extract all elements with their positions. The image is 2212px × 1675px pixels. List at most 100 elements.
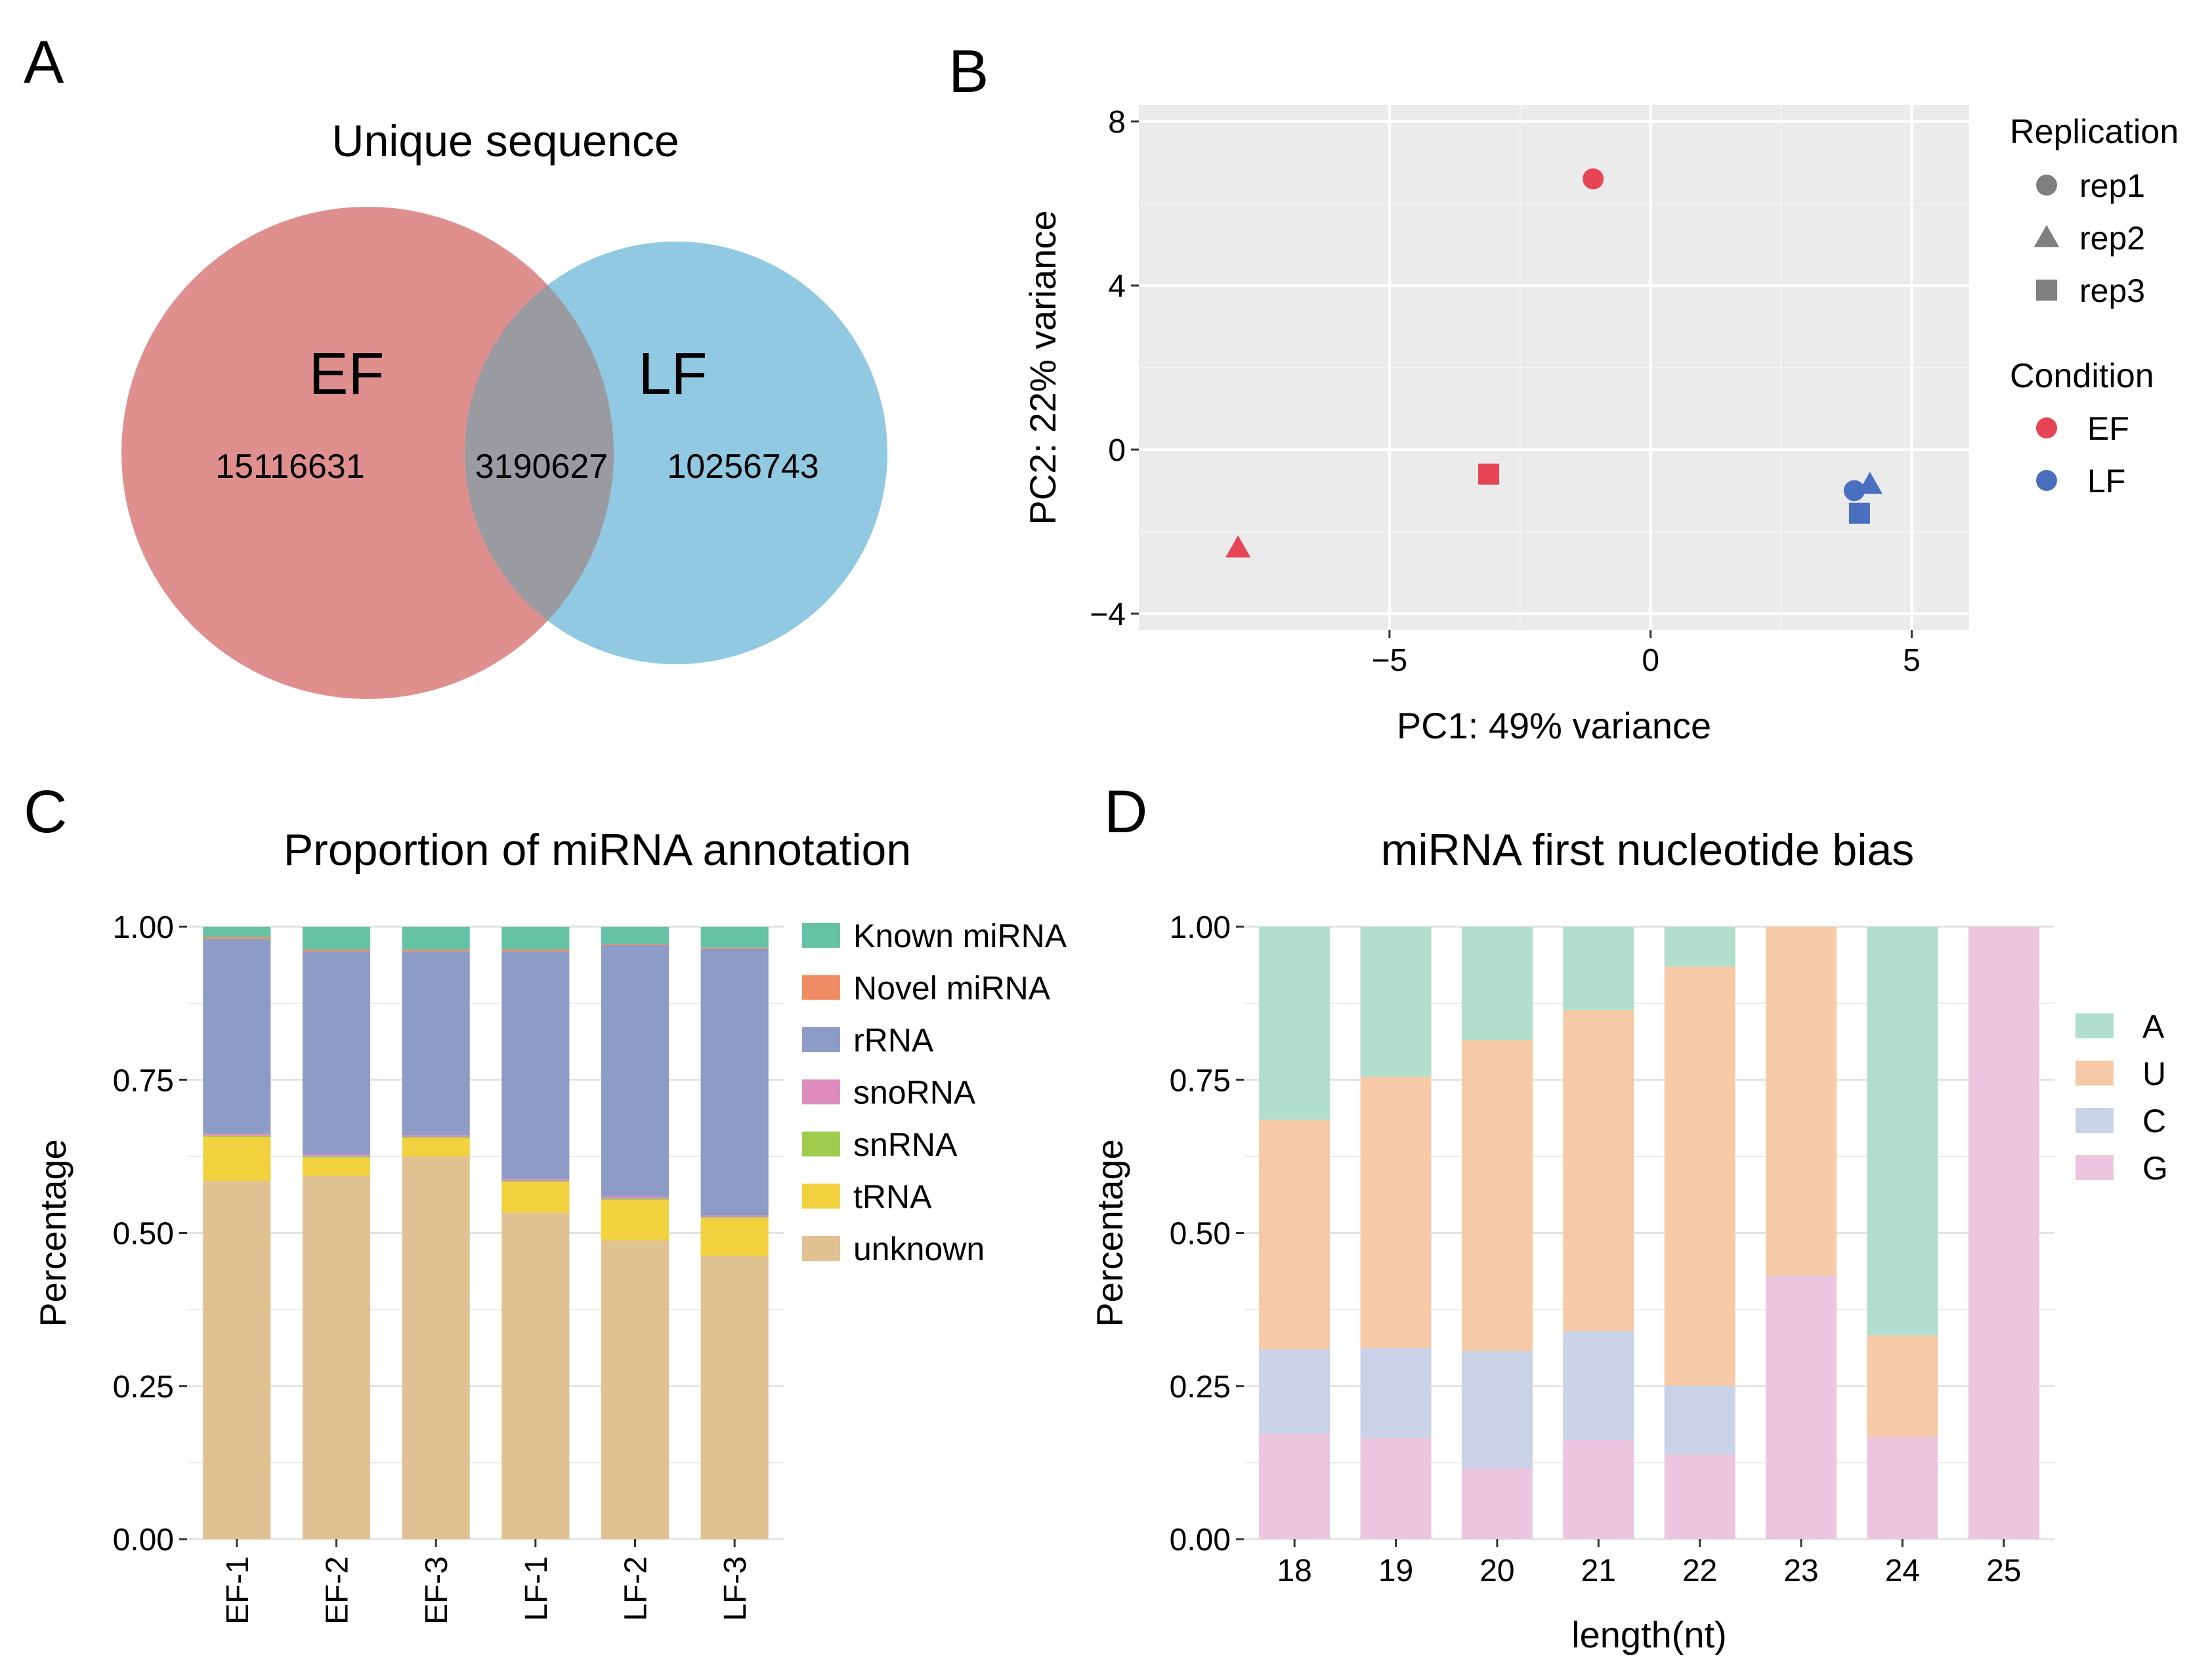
venn-overlap — [465, 242, 614, 664]
y-tick-label: 1.00 — [113, 910, 174, 945]
bar-segment-novel-mirna — [601, 944, 670, 945]
bar-segment-unknown — [302, 1176, 371, 1539]
bar-segment-a — [1461, 927, 1533, 1040]
legend-key-rrna — [802, 1027, 840, 1052]
bar-segment-trna — [402, 1137, 470, 1156]
venn-count-overlap: 3190627 — [475, 448, 608, 486]
legend-key-LF — [2036, 470, 2057, 491]
bar-segment-trna — [501, 1182, 570, 1213]
bar-segment-g — [1461, 1468, 1533, 1539]
legend-label-a: A — [2142, 1008, 2165, 1045]
bar-segment-trna — [203, 1137, 271, 1181]
legend-label-EF: EF — [2087, 410, 2129, 447]
bar-segment-snorna — [203, 1134, 271, 1136]
bar-segment-known-mirna — [700, 927, 769, 948]
bar-segment-known-mirna — [302, 927, 371, 950]
y-tick-label: 0.00 — [113, 1523, 174, 1558]
venn-count-lf-unique: 10256743 — [667, 448, 819, 486]
bar-segment-a — [1563, 927, 1634, 1010]
legend-label-u: U — [2142, 1055, 2166, 1092]
y-tick-label: 0.25 — [113, 1370, 174, 1405]
bar-segment-snorna — [402, 1135, 470, 1137]
bar-segment-trna — [700, 1218, 769, 1256]
bar-segment-c — [1461, 1351, 1533, 1469]
x-tick-label: 24 — [1885, 1554, 1920, 1588]
chart-title: miRNA first nucleotide bias — [1381, 825, 1915, 875]
x-tick-label: 21 — [1581, 1554, 1616, 1588]
bar-segment-rrna — [402, 951, 470, 1135]
legend-key-a — [2075, 1013, 2114, 1038]
bar-segment-snorna — [700, 1215, 769, 1218]
x-tick-label: 20 — [1479, 1554, 1514, 1588]
legend-label-rrna: rRNA — [853, 1022, 934, 1059]
y-tick-label: 0.75 — [1170, 1063, 1231, 1098]
bar-segment-rrna — [700, 948, 769, 1216]
bar-segment-snorna — [501, 1179, 570, 1181]
x-tick-label: 18 — [1277, 1554, 1311, 1588]
bar-segment-rrna — [302, 951, 371, 1155]
data-point — [1843, 480, 1865, 501]
legend-key-unknown — [802, 1236, 840, 1261]
x-tick-label: EF-1 — [221, 1556, 255, 1624]
legend-label-rep1: rep1 — [2079, 167, 2145, 204]
x-axis-title: length(nt) — [1571, 1614, 1727, 1655]
legend-label-trna: tRNA — [853, 1179, 932, 1216]
bar-segment-u — [1664, 966, 1735, 1386]
data-point — [1225, 535, 1251, 558]
bar-segment-snorna — [601, 1197, 670, 1199]
legend-key-novel-mirna — [802, 975, 840, 1000]
y-axis-title: Percentage — [32, 1139, 74, 1326]
bar-segment-c — [1563, 1330, 1634, 1440]
legend-label-LF: LF — [2087, 463, 2125, 499]
panel-letter-c: C — [24, 778, 67, 845]
bar-segment-novel-mirna — [501, 949, 570, 952]
panel-a: A Unique sequence EF LF 15116631 3190627… — [24, 29, 887, 699]
x-tick-label: 19 — [1378, 1554, 1413, 1588]
bar-segment-c — [1360, 1347, 1432, 1439]
venn-count-ef-unique: 15116631 — [215, 448, 365, 486]
panel-d: D miRNA first nucleotide bias 0.00 0.25 0.5… — [1089, 778, 2168, 1655]
y-axis-title: PC2: 22% variance — [1022, 210, 1063, 524]
bar-segment-novel-mirna — [402, 949, 470, 952]
y-tick-label: 0.50 — [1170, 1217, 1231, 1252]
legend-key-trna — [802, 1183, 840, 1209]
legend-key-rep1 — [2036, 175, 2057, 196]
y-tick-label: 1.00 — [1170, 910, 1231, 945]
bar-segment-unknown — [601, 1240, 670, 1539]
legend-key-u — [2075, 1061, 2114, 1086]
bar-segment-snrna — [302, 1156, 371, 1158]
legend-label-unknown: unknown — [853, 1231, 985, 1267]
panel-letter-a: A — [24, 29, 64, 96]
y-tick-label: 0.75 — [113, 1063, 174, 1098]
bar-segment-snrna — [700, 1217, 769, 1219]
bar-segment-unknown — [501, 1212, 570, 1539]
bar-segment-known-mirna — [203, 927, 271, 937]
legend-key-EF — [2036, 417, 2057, 438]
bar-segment-g — [1360, 1438, 1432, 1539]
bar-segment-snrna — [601, 1198, 670, 1200]
x-tick-label: 5 — [1903, 643, 1921, 678]
legend-key-rep3 — [2036, 280, 2057, 301]
bar-segment-rrna — [601, 944, 670, 1197]
venn-title: Unique sequence — [331, 116, 679, 166]
bar-segment-g — [1563, 1439, 1634, 1539]
bar-segment-trna — [601, 1200, 670, 1240]
y-axis-title: Percentage — [1089, 1139, 1130, 1326]
x-axis-title: PC1: 49% variance — [1397, 705, 1711, 746]
bar-segment-g — [1664, 1454, 1735, 1539]
bar-segment-unknown — [203, 1181, 271, 1539]
x-tick-label: 22 — [1682, 1554, 1717, 1588]
y-tick-label: 8 — [1108, 105, 1126, 140]
pca-scatter-plot: −5 0 5 −4 0 4 8 PC1: 49% variance PC2: 22% varia… — [1022, 105, 2179, 746]
x-tick-label: LF-2 — [619, 1556, 654, 1621]
bar-segment-u — [1766, 927, 1837, 1276]
venn-circle-ef — [121, 207, 614, 699]
bar-segment-unknown — [700, 1256, 769, 1539]
legend-label-snorna: snoRNA — [853, 1074, 976, 1111]
legend-label-c: C — [2142, 1103, 2166, 1139]
y-tick-label: −4 — [1090, 597, 1126, 632]
bar-segment-u — [1563, 1009, 1634, 1331]
bar-segment-known-mirna — [501, 927, 570, 950]
x-tick-label: LF-1 — [519, 1556, 554, 1621]
legend-label-known-mirna: Known miRNA — [853, 918, 1067, 954]
